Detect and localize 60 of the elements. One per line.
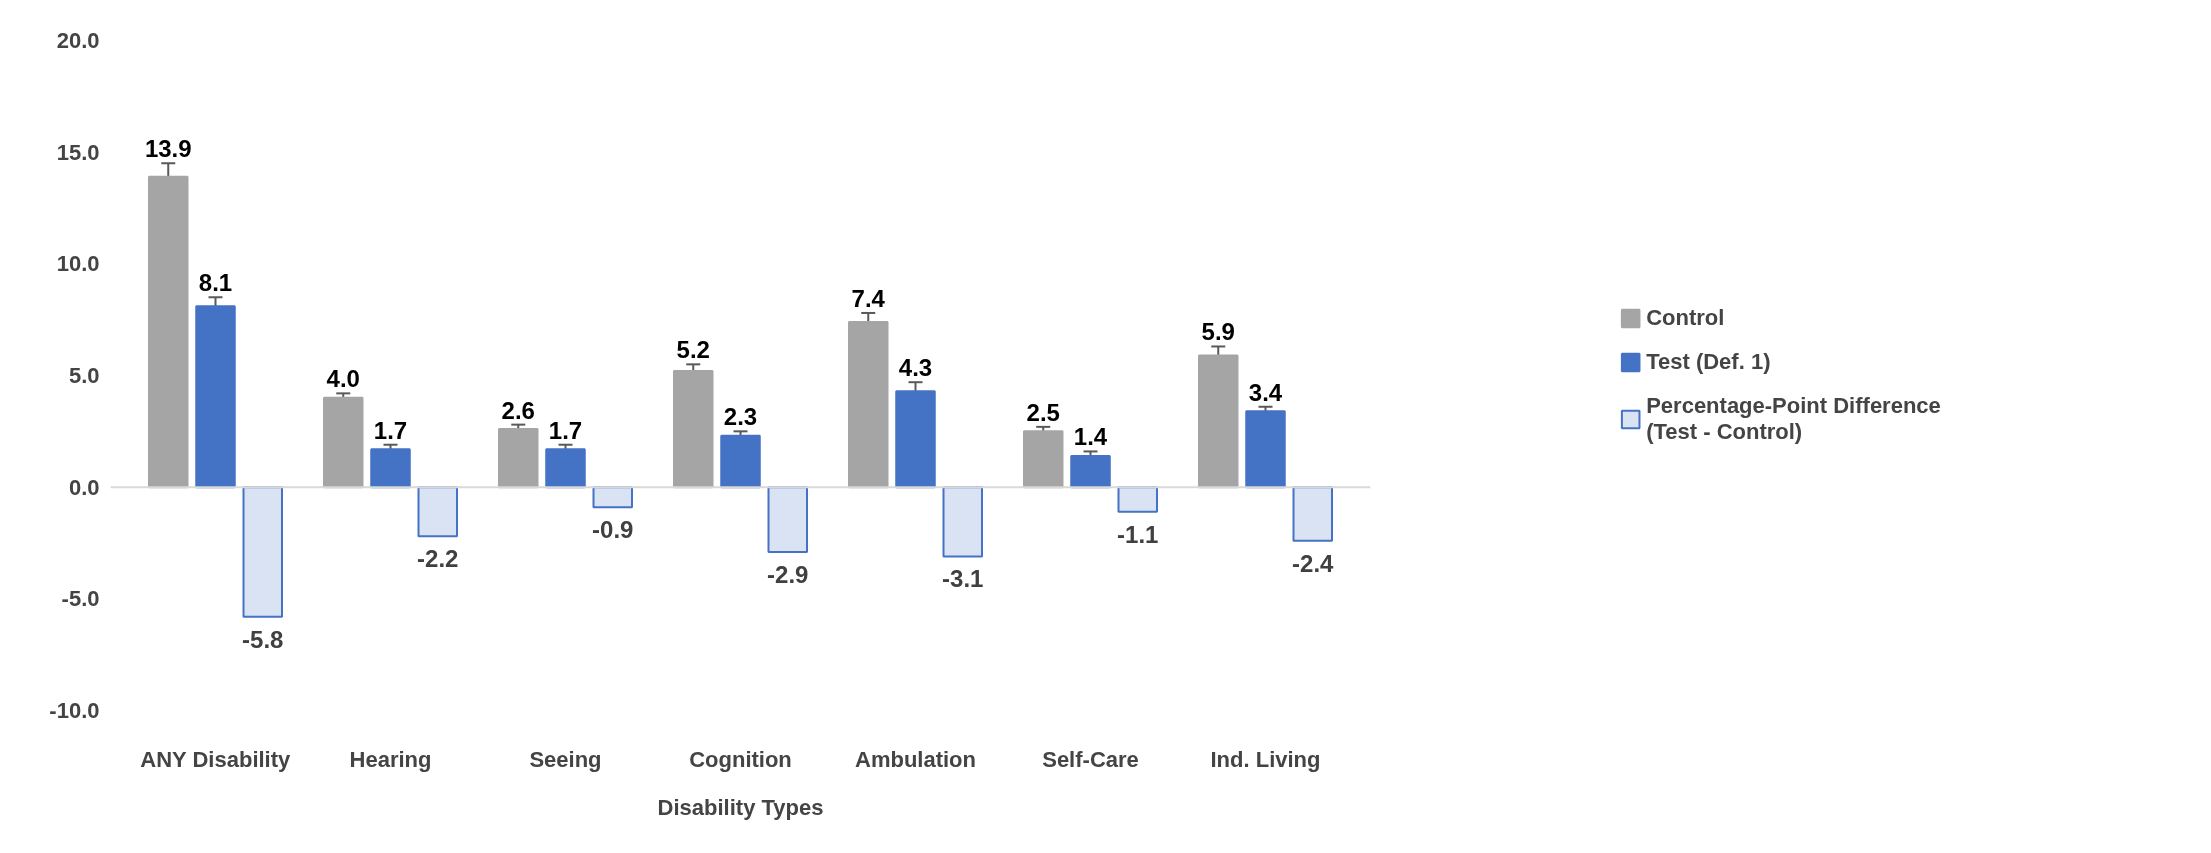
data-label: -5.8 [242, 625, 284, 653]
bar [195, 305, 236, 489]
x-tick-label: Seeing [529, 746, 602, 772]
x-tick-label: Ambulation [855, 746, 977, 772]
data-label: -1.1 [1117, 520, 1159, 548]
data-label: -3.1 [942, 565, 984, 593]
data-label: 5.9 [1201, 318, 1235, 346]
bar [323, 396, 364, 489]
bar [1292, 486, 1333, 542]
data-label: 7.4 [851, 284, 886, 312]
bar [1117, 486, 1158, 513]
x-tick-label: Self-Care [1042, 746, 1139, 772]
bar [942, 486, 983, 558]
data-label: 4.0 [326, 365, 360, 393]
data-label: 1.7 [373, 416, 408, 444]
bar [1198, 354, 1239, 489]
y-tick-label: 0.0 [68, 474, 100, 500]
y-tick-label: 20.0 [56, 28, 100, 53]
legend-label: Test (Def. 1) [1646, 349, 1771, 375]
x-axis-title: Disability Types [657, 794, 824, 820]
legend-label: Control [1646, 305, 1725, 331]
bar [1070, 454, 1111, 489]
bar [148, 175, 189, 489]
bar [720, 434, 761, 489]
data-label: -2.2 [417, 545, 459, 573]
bar [592, 486, 633, 509]
y-tick-label: -10.0 [49, 698, 100, 723]
x-tick-label: Ind. Living [1210, 746, 1321, 772]
data-label: 2.5 [1026, 398, 1060, 426]
data-label: 5.2 [676, 336, 710, 364]
x-tick-label: Hearing [349, 746, 432, 772]
x-tick-label: Cognition [689, 746, 792, 772]
legend-label: Percentage-Point Difference (Test - Control) [1646, 393, 1941, 445]
data-label: -0.9 [592, 516, 634, 544]
bar [417, 486, 458, 538]
bar [370, 448, 411, 489]
bar [895, 390, 936, 489]
data-label: 1.7 [548, 416, 583, 444]
y-tick-label: 10.0 [56, 251, 100, 277]
data-label: 3.4 [1248, 378, 1283, 406]
bar [1023, 430, 1064, 489]
data-label: 2.3 [723, 403, 758, 431]
data-label: -2.4 [1292, 549, 1335, 577]
x-tick-label: ANY Disability [140, 746, 292, 772]
bar [1245, 410, 1286, 489]
data-label: 8.1 [198, 269, 233, 297]
bar [673, 370, 714, 489]
y-tick-label: 5.0 [68, 363, 100, 388]
bar [767, 486, 808, 553]
y-tick-label: -5.0 [61, 586, 100, 612]
data-label: 13.9 [144, 135, 192, 163]
y-tick-label: 15.0 [56, 139, 100, 165]
bar [498, 428, 539, 489]
bar [242, 486, 283, 618]
bar [545, 448, 586, 489]
data-label: 1.4 [1073, 423, 1108, 451]
bar [848, 320, 889, 489]
data-label: -2.9 [767, 560, 809, 588]
data-label: 2.6 [501, 396, 535, 424]
data-label: 4.3 [898, 354, 933, 382]
